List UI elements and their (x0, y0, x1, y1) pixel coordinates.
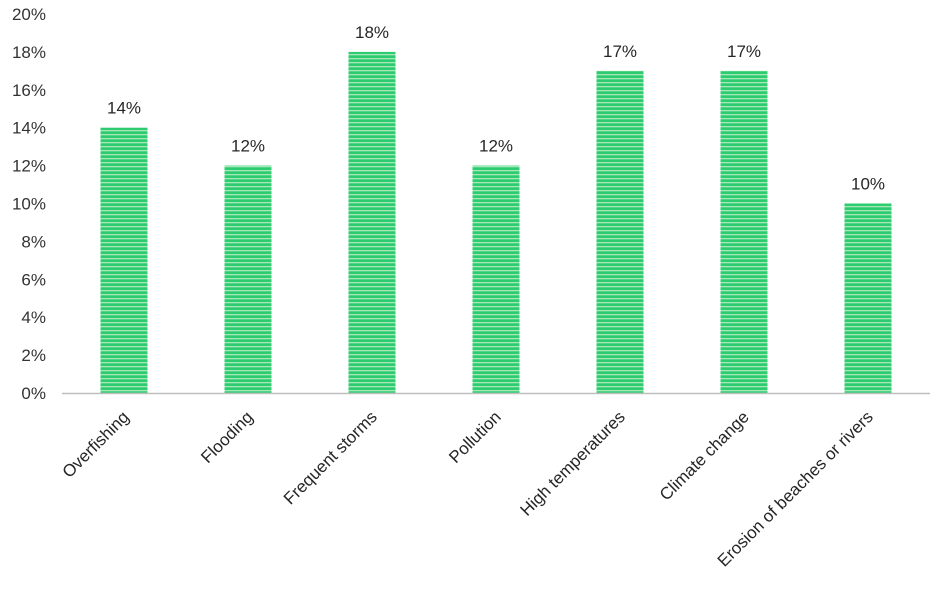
data-label: 18% (355, 23, 389, 42)
category-labels-group: Overfishing Flooding Frequent storms Pollut… (59, 407, 877, 570)
y-tick-label: 8% (21, 232, 46, 251)
data-label: 17% (603, 42, 637, 61)
category-label: Climate change (656, 407, 753, 504)
y-tick-label: 14% (12, 119, 46, 138)
bars-group (100, 51, 892, 394)
data-label: 12% (479, 137, 513, 156)
category-label: Frequent storms (280, 407, 381, 508)
category-label: High temperatures (517, 407, 629, 519)
y-tick-label: 4% (21, 308, 46, 327)
data-label: 12% (231, 137, 265, 156)
data-label: 10% (851, 175, 885, 194)
y-tick-label: 20% (12, 5, 46, 24)
y-tick-label: 10% (12, 195, 46, 214)
bar (348, 51, 396, 394)
y-tick-label: 16% (12, 81, 46, 100)
y-tick-label: 0% (21, 384, 46, 403)
data-label: 17% (727, 42, 761, 61)
category-label: Overfishing (59, 407, 133, 481)
data-labels-group: 14% 12% 18% 12% 17% 17% 10% (107, 23, 885, 194)
bar (720, 70, 768, 393)
y-tick-label: 12% (12, 157, 46, 176)
category-label: Flooding (197, 407, 257, 467)
data-label: 14% (107, 99, 141, 118)
bar (596, 70, 644, 393)
bar (844, 203, 892, 393)
bar (224, 165, 272, 393)
category-label: Pollution (445, 407, 505, 467)
y-tick-label: 2% (21, 346, 46, 365)
bar (472, 165, 520, 393)
y-axis-ticks: 0% 2% 4% 6% 8% 10% 12% 14% 16% 18% 20% (12, 5, 46, 403)
y-tick-label: 18% (12, 43, 46, 62)
y-tick-label: 6% (21, 270, 46, 289)
bar (100, 127, 148, 393)
